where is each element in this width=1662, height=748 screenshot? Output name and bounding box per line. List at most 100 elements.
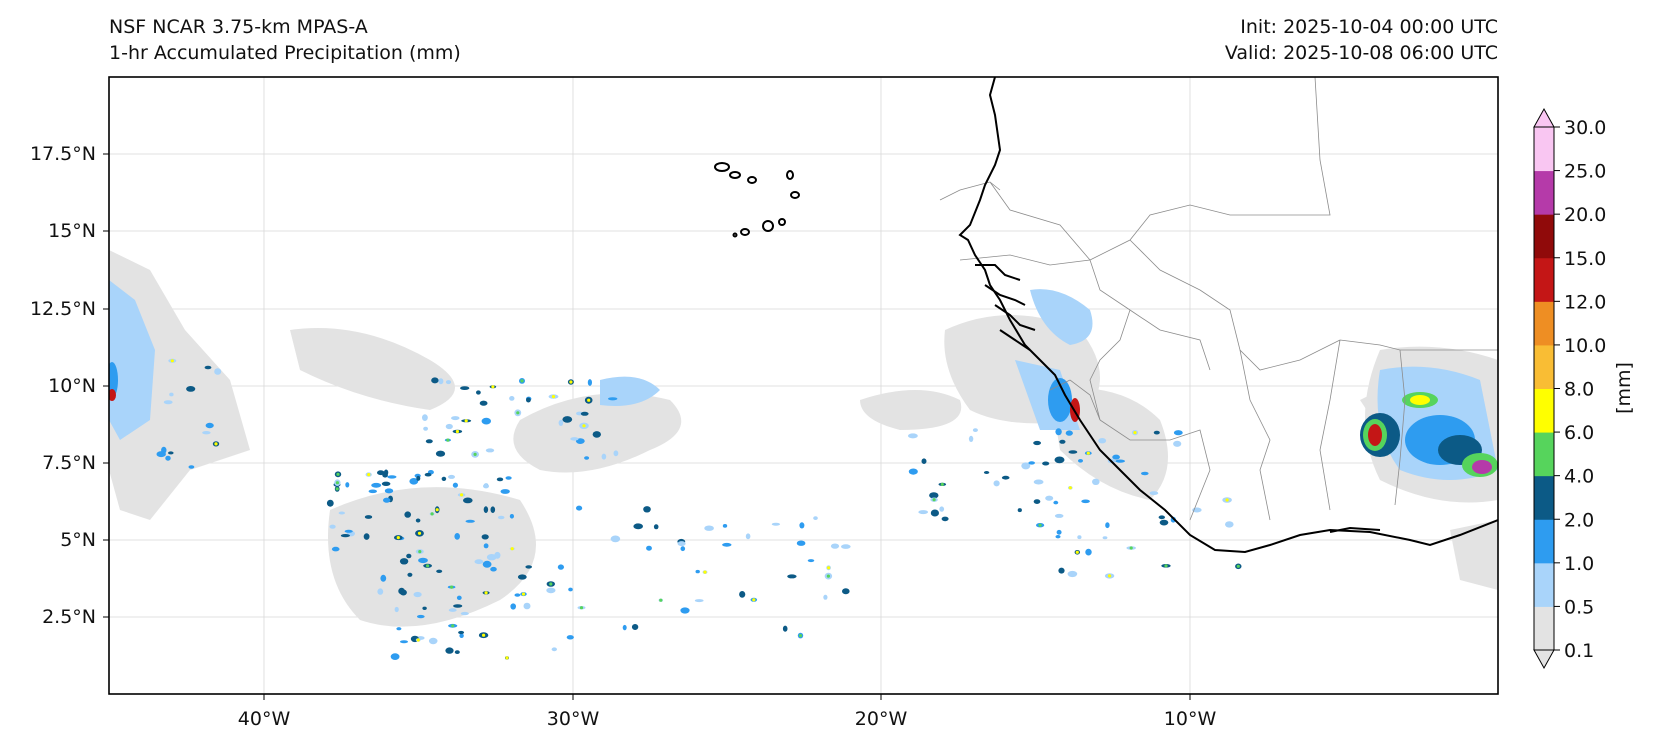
precip-cell — [384, 488, 394, 494]
precip-cell — [214, 368, 222, 375]
precip-cell-core — [460, 493, 464, 497]
colorbar-tick-label: 20.0 — [1564, 204, 1606, 226]
precip-cell — [368, 489, 377, 494]
lon-tick-label: 30°W — [547, 708, 600, 730]
precip-cell — [1159, 519, 1169, 526]
precip-cell — [435, 450, 446, 457]
precip-cell-core — [1236, 564, 1240, 568]
precip-cell — [483, 506, 489, 513]
precip-cell — [1149, 491, 1159, 495]
precip-cell — [592, 431, 601, 438]
longitude-axis: 40°W 30°W 20°W 10°W — [238, 694, 1216, 730]
precip-cell — [646, 545, 652, 551]
precip-cell — [823, 594, 828, 600]
colorbar-segment — [1534, 170, 1554, 215]
latitude-axis: 17.5°N 15°N 12.5°N 10°N 7.5°N 5°N 2.5°N — [30, 143, 109, 628]
precip-cell — [514, 593, 521, 597]
colorbar-tick-label: 15.0 — [1564, 248, 1606, 270]
precip-cell-core — [827, 566, 831, 570]
precip-cell — [165, 455, 171, 461]
precip-cell-core — [940, 482, 944, 486]
precip-cell — [918, 510, 928, 515]
precip-cell — [526, 397, 531, 403]
precip-cell-core — [367, 473, 371, 477]
precip-cell — [1115, 459, 1125, 463]
precip-cell — [482, 560, 492, 568]
init-time: Init: 2025-10-04 00:00 UTC — [1240, 16, 1498, 38]
precip-cell — [413, 591, 422, 598]
colorbar-tick-label: 30.0 — [1564, 117, 1606, 139]
precip-cell — [497, 515, 505, 520]
precip-cell — [1045, 495, 1054, 501]
precip-cell-core — [1133, 431, 1137, 435]
precip-cell — [415, 518, 421, 523]
precip-cell — [1077, 535, 1082, 540]
precip-cell-core — [451, 624, 455, 628]
precip-cell-core — [932, 498, 936, 502]
precip-cell — [1105, 522, 1110, 529]
precip-cell-core — [1108, 574, 1112, 578]
precip-cell — [1033, 499, 1041, 504]
precip-cell — [587, 379, 593, 386]
precip-cell — [169, 392, 174, 397]
precip-cell — [601, 453, 607, 460]
precip-cell — [163, 400, 173, 405]
precip-cell — [371, 482, 382, 488]
precip-cell — [941, 516, 949, 522]
precip-cell — [406, 553, 412, 559]
lat-tick-label: 2.5°N — [42, 606, 96, 628]
colorbar-segment — [1534, 388, 1554, 433]
precip-cell — [517, 574, 527, 580]
precip-cell — [1092, 478, 1100, 485]
precip-cell-core — [549, 582, 553, 586]
precip-cell — [202, 431, 211, 435]
precip-cell — [364, 515, 373, 519]
precip-cell — [908, 433, 918, 439]
precip-cell-core — [1038, 523, 1042, 527]
precip-cell — [608, 397, 618, 401]
precip-cell — [422, 414, 428, 421]
precip-cell — [580, 411, 589, 416]
precip-cell-core — [335, 481, 339, 485]
precip-cell — [382, 472, 388, 478]
precip-cell — [458, 630, 465, 635]
precip-cell — [463, 497, 473, 504]
precip-cell — [451, 416, 460, 421]
precip-cell — [156, 451, 166, 458]
precip-cell — [456, 595, 462, 600]
precip-cell-core — [521, 592, 526, 596]
precip-cell — [483, 543, 489, 549]
precip-cell — [695, 569, 700, 574]
precip-cell — [993, 480, 1000, 487]
precip-cell — [1067, 570, 1078, 578]
precip-cell — [500, 489, 510, 494]
precip-cell — [694, 599, 704, 603]
precip-cell — [546, 587, 556, 594]
precip-cell-core — [703, 570, 707, 574]
precip-cell — [338, 511, 345, 515]
precip-cell — [551, 647, 557, 652]
precip-cell-core — [1129, 546, 1133, 550]
precip-heavy-cells — [109, 362, 1498, 477]
precip-cell — [1017, 508, 1022, 513]
precip-cell — [445, 380, 452, 385]
precip-cell — [677, 541, 686, 547]
precip-cell — [459, 633, 464, 638]
precip-cell — [1078, 459, 1083, 463]
precip-cell-core — [416, 638, 420, 642]
precip-cell — [404, 511, 412, 518]
precip-cell — [465, 519, 475, 523]
lat-tick-label: 15°N — [48, 220, 96, 242]
precip-cell — [842, 588, 850, 595]
precip-cell — [1021, 462, 1031, 470]
precip-cell — [1153, 430, 1160, 435]
precip-cell-core — [417, 531, 422, 535]
precip-cell — [782, 625, 788, 632]
lon-tick-label: 40°W — [238, 708, 291, 730]
precip-cell — [453, 604, 463, 608]
precip-cell — [481, 534, 489, 540]
precip-cell — [390, 653, 400, 660]
precip-cell — [445, 423, 453, 430]
precip-cell-core — [170, 359, 174, 363]
country-borders — [939, 77, 1498, 521]
